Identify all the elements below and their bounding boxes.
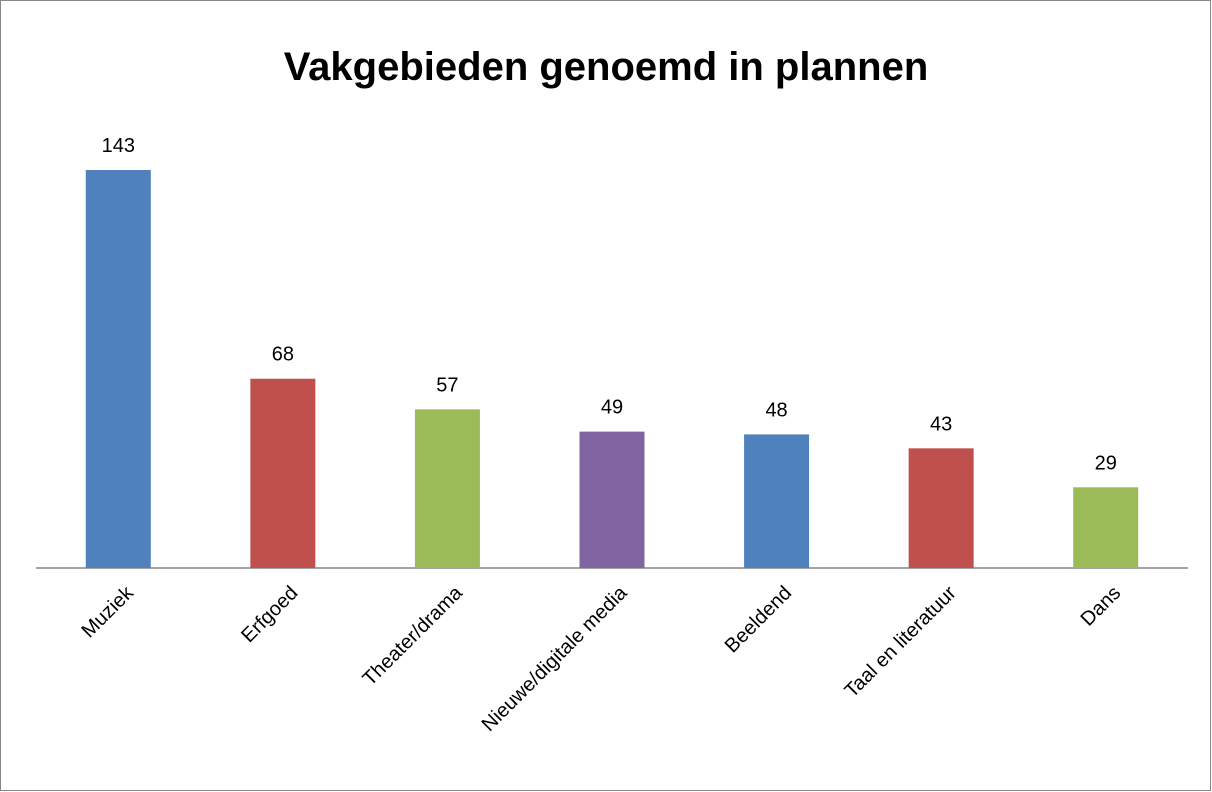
data-label: 49 [601,397,623,419]
data-label: 48 [765,399,787,421]
bar [250,378,316,568]
bar [85,170,151,568]
data-label: 29 [1095,452,1117,474]
bar [579,431,645,568]
bar [908,448,974,568]
bar [414,409,480,568]
data-label: 43 [930,413,952,435]
chart-title: Vakgebieden genoemd in plannen [284,45,929,89]
bar [1073,487,1139,568]
bar [744,434,810,568]
data-label: 143 [102,135,135,157]
data-label: 68 [272,344,294,366]
data-label: 57 [436,374,458,396]
